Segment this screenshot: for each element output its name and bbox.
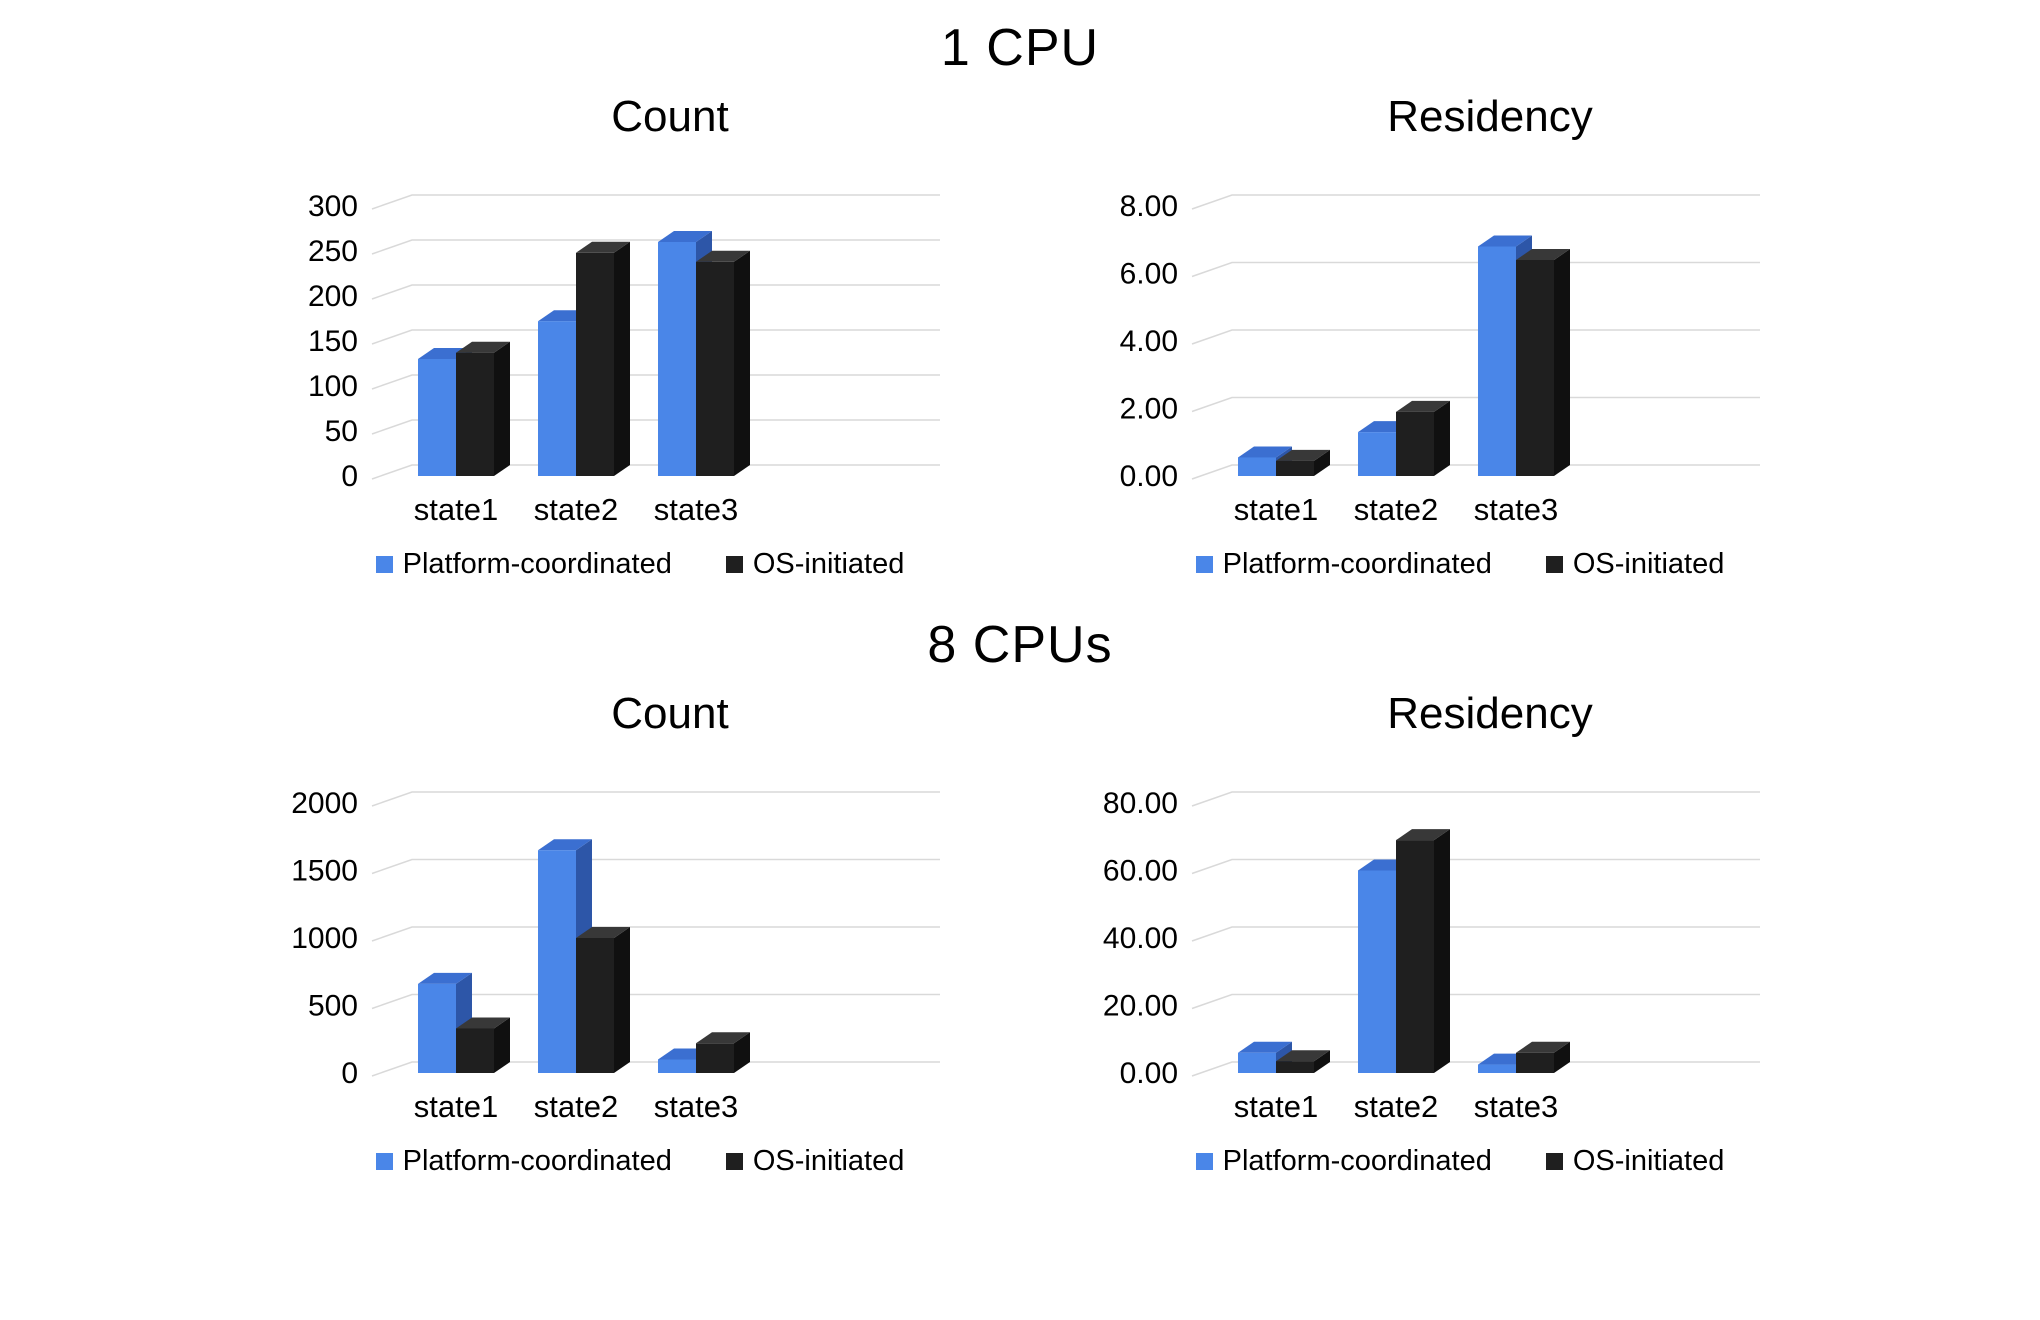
legend-1cpu-residency: Platform-coordinated OS-initiated: [1064, 548, 1796, 581]
svg-text:60.00: 60.00: [1103, 855, 1178, 888]
svg-text:300: 300: [308, 190, 358, 223]
svg-text:150: 150: [308, 325, 358, 358]
bar-chart-8cpus-residency: 0.00 20.00 40.00 60.00 80.00 state1 state2 stat…: [1103, 787, 1760, 1124]
svg-text:40.00: 40.00: [1103, 922, 1178, 955]
svg-text:8.00: 8.00: [1120, 190, 1178, 223]
bar-chart-1cpu-count: 0 50 100 150 200 250 300 state1 state2 state3: [308, 190, 940, 527]
legend-8cpus-count: Platform-coordinated OS-initiated: [244, 1145, 976, 1178]
charts-row-8cpus: Count 0 500 1000 1500 2000 state1 state2 state3…: [0, 679, 2040, 1178]
legend-swatch-os: [1545, 556, 1563, 573]
svg-text:state2: state2: [534, 492, 618, 527]
legend-item-os: OS-initiated: [725, 548, 905, 581]
legend-label-platform: Platform-coordinated: [402, 1145, 672, 1177]
legend-item-platform: Platform-coordinated: [1195, 548, 1492, 581]
bar-chart-8cpus-count: 0 500 1000 1500 2000 state1 state2 state3: [291, 787, 940, 1124]
chart-block-1cpu-count: Count 0 50 100 150 200 250 300 state1 state2 stat…: [244, 82, 976, 581]
charts-row-1cpu: Count 0 50 100 150 200 250 300 state1 state2 stat…: [0, 82, 2040, 581]
svg-text:state2: state2: [534, 1089, 618, 1124]
chart-title-residency: Residency: [1387, 92, 1593, 141]
chart-title-residency: Residency: [1387, 689, 1593, 738]
legend-label-os: OS-initiated: [1572, 548, 1725, 580]
svg-text:state1: state1: [414, 492, 498, 527]
svg-text:1000: 1000: [291, 922, 358, 955]
chart-block-8cpus-residency: Residency 0.00 20.00 40.00 60.00 80.00 state1…: [1064, 679, 1796, 1178]
svg-text:20.00: 20.00: [1103, 990, 1178, 1023]
svg-text:state1: state1: [1234, 492, 1318, 527]
svg-text:200: 200: [308, 280, 358, 313]
svg-text:100: 100: [308, 370, 358, 403]
legend-item-os: OS-initiated: [725, 1145, 905, 1178]
legend-label-platform: Platform-coordinated: [1222, 548, 1492, 580]
svg-text:2000: 2000: [291, 787, 358, 820]
svg-text:4.00: 4.00: [1120, 325, 1178, 358]
svg-text:0: 0: [341, 460, 358, 493]
bar-chart-1cpu-residency: 0.00 2.00 4.00 6.00 8.00 state1 state2 state3: [1120, 190, 1760, 527]
svg-text:state3: state3: [1474, 1089, 1558, 1124]
legend-swatch-platform: [375, 556, 393, 573]
legend-swatch-os: [725, 1153, 743, 1170]
svg-text:6.00: 6.00: [1120, 258, 1178, 291]
svg-text:1500: 1500: [291, 855, 358, 888]
legend-label-os: OS-initiated: [1572, 1145, 1725, 1177]
chart-title-count: Count: [611, 92, 729, 141]
legend-label-os: OS-initiated: [752, 1145, 905, 1177]
chart-block-1cpu-residency: Residency 0.00 2.00 4.00 6.00 8.00 state1 stat…: [1064, 82, 1796, 581]
svg-text:80.00: 80.00: [1103, 787, 1178, 820]
legend-swatch-platform: [375, 1153, 393, 1170]
legend-1cpu-count: Platform-coordinated OS-initiated: [244, 548, 976, 581]
svg-text:2.00: 2.00: [1120, 393, 1178, 426]
svg-text:0.00: 0.00: [1120, 1057, 1178, 1090]
legend-item-platform: Platform-coordinated: [375, 1145, 672, 1178]
svg-text:state1: state1: [414, 1089, 498, 1124]
legend-swatch-platform: [1195, 1153, 1213, 1170]
chart-block-8cpus-count: Count 0 500 1000 1500 2000 state1 state2 state3…: [244, 679, 976, 1178]
section-title-1cpu: 1 CPU: [940, 19, 1100, 77]
legend-swatch-os: [1545, 1153, 1563, 1170]
legend-label-platform: Platform-coordinated: [402, 548, 672, 580]
section-title-8cpus: 8 CPUs: [927, 616, 1113, 674]
legend-label-platform: Platform-coordinated: [1222, 1145, 1492, 1177]
svg-text:0: 0: [341, 1057, 358, 1090]
svg-text:state3: state3: [654, 492, 738, 527]
svg-text:state1: state1: [1234, 1089, 1318, 1124]
svg-text:0.00: 0.00: [1120, 460, 1178, 493]
legend-label-os: OS-initiated: [752, 548, 905, 580]
svg-text:state2: state2: [1354, 492, 1438, 527]
legend-item-platform: Platform-coordinated: [1195, 1145, 1492, 1178]
legend-item-platform: Platform-coordinated: [375, 548, 672, 581]
svg-text:50: 50: [325, 415, 358, 448]
legend-swatch-os: [725, 556, 743, 573]
legend-swatch-platform: [1195, 556, 1213, 573]
svg-text:state2: state2: [1354, 1089, 1438, 1124]
svg-text:state3: state3: [654, 1089, 738, 1124]
legend-item-os: OS-initiated: [1545, 548, 1725, 581]
chart-title-count: Count: [611, 689, 729, 738]
svg-text:500: 500: [308, 990, 358, 1023]
legend-item-os: OS-initiated: [1545, 1145, 1725, 1178]
svg-text:state3: state3: [1474, 492, 1558, 527]
svg-text:250: 250: [308, 235, 358, 268]
legend-8cpus-residency: Platform-coordinated OS-initiated: [1064, 1145, 1796, 1178]
figure-page: 1 CPU Count 0 50 100 150 200 250 300 state1 stat…: [0, 19, 2040, 1178]
